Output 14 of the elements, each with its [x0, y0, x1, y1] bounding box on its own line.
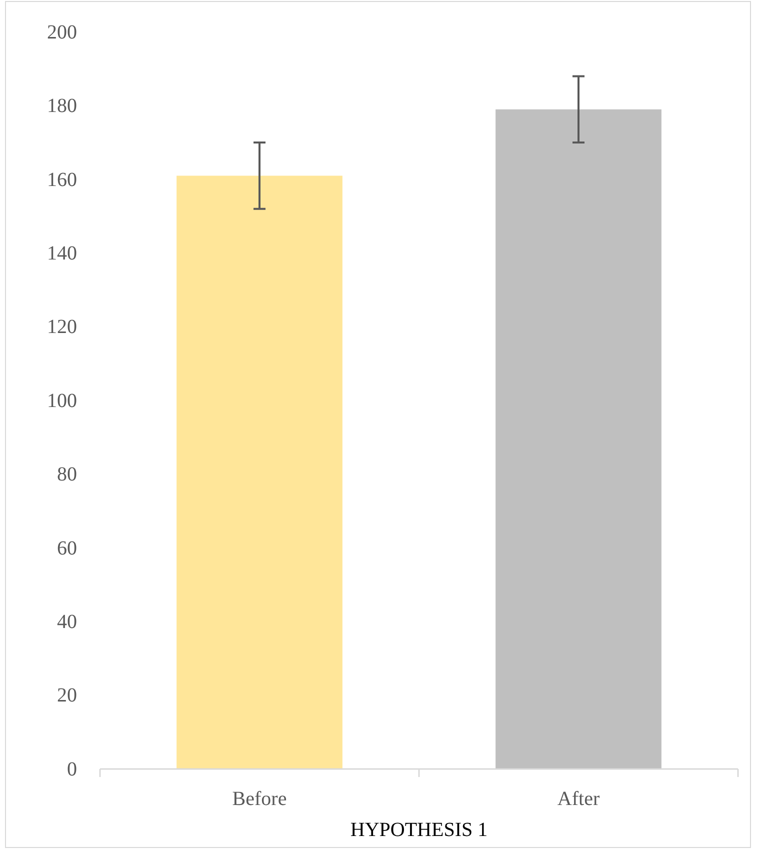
- y-tick-label: 60: [57, 537, 77, 560]
- x-tick-label: After: [557, 788, 600, 810]
- y-tick-label: 160: [47, 168, 77, 191]
- y-tick-label: 180: [47, 95, 77, 118]
- y-tick-label: 100: [47, 390, 77, 412]
- y-tick-label: 120: [47, 316, 77, 338]
- y-tick-label: 140: [47, 242, 77, 264]
- y-tick-label: 200: [47, 21, 77, 44]
- y-tick-label: 40: [57, 611, 77, 633]
- y-tick-label: 0: [67, 758, 77, 780]
- x-axis-title: HYPOTHESIS 1: [350, 819, 488, 841]
- y-tick-label: 20: [57, 684, 77, 707]
- x-tick-label: Before: [232, 788, 287, 810]
- y-tick-label: 80: [57, 464, 77, 486]
